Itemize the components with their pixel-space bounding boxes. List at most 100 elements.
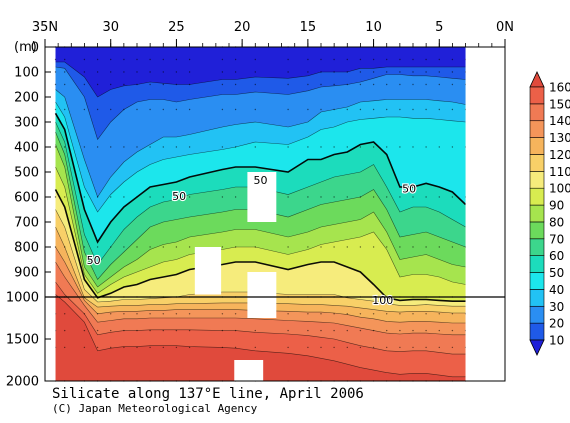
sample-point bbox=[234, 246, 237, 248]
sample-point bbox=[123, 329, 125, 332]
sample-point bbox=[307, 58, 309, 61]
sample-point bbox=[83, 246, 86, 248]
sample-point bbox=[386, 71, 388, 73]
sample-point bbox=[136, 146, 138, 148]
sample-point bbox=[54, 83, 57, 86]
sample-point bbox=[162, 146, 164, 148]
sample-point bbox=[425, 83, 427, 86]
sample-point bbox=[333, 146, 335, 148]
y-tick-label: 500 bbox=[14, 166, 39, 181]
colorbar-top-arrow bbox=[529, 71, 545, 88]
y-tick-label: 300 bbox=[14, 116, 39, 131]
sample-point bbox=[149, 108, 151, 111]
sample-point bbox=[425, 146, 427, 148]
x-tick-label: 20 bbox=[234, 20, 251, 35]
sample-point bbox=[123, 58, 125, 61]
sample-point bbox=[307, 329, 309, 332]
sample-point bbox=[359, 313, 362, 315]
colorbar-tick-label: 70 bbox=[549, 232, 564, 246]
sample-point bbox=[188, 108, 191, 111]
sample-point bbox=[451, 58, 454, 61]
sample-point bbox=[149, 196, 151, 198]
sample-point bbox=[221, 329, 224, 332]
sample-point bbox=[254, 58, 256, 61]
sample-point bbox=[123, 313, 125, 315]
no-data-region bbox=[465, 47, 505, 381]
plot-frame bbox=[44, 46, 506, 382]
sample-point bbox=[149, 83, 151, 86]
sample-point bbox=[136, 83, 138, 86]
sample-point bbox=[149, 346, 151, 349]
missing-data-box bbox=[194, 247, 222, 295]
colorbar-tick-label: 10 bbox=[549, 334, 564, 348]
colorbar-tick-label: 140 bbox=[549, 114, 570, 128]
sample-point bbox=[162, 196, 164, 198]
sample-point bbox=[451, 329, 454, 332]
colorbar-segment bbox=[529, 120, 545, 138]
sample-point bbox=[175, 58, 178, 61]
sample-point bbox=[63, 83, 66, 86]
sample-point bbox=[425, 71, 427, 73]
sample-point bbox=[136, 313, 138, 315]
sample-point bbox=[399, 83, 401, 86]
sample-point bbox=[451, 83, 454, 86]
sample-point bbox=[307, 83, 309, 86]
sample-point bbox=[123, 246, 125, 248]
sample-point bbox=[234, 146, 237, 148]
colorbar-tick-label: 90 bbox=[549, 199, 564, 213]
sample-point bbox=[110, 329, 112, 332]
sample-point bbox=[110, 246, 112, 248]
sample-point bbox=[188, 346, 191, 349]
sample-point bbox=[162, 58, 164, 61]
sample-point bbox=[399, 246, 401, 248]
colorbar-segment bbox=[529, 322, 545, 341]
sample-point bbox=[149, 329, 151, 332]
sample-point bbox=[399, 329, 401, 332]
sample-point bbox=[162, 71, 164, 73]
sample-point bbox=[333, 313, 335, 315]
sample-point bbox=[386, 58, 388, 61]
sample-point bbox=[110, 83, 112, 86]
colorbar-tick-label: 110 bbox=[549, 165, 570, 179]
sample-point bbox=[372, 108, 375, 111]
sample-point bbox=[83, 346, 86, 349]
sample-point bbox=[346, 71, 348, 73]
sample-point bbox=[399, 196, 401, 198]
sample-point bbox=[188, 58, 191, 61]
sample-point bbox=[438, 346, 440, 349]
chart-title: Silicate along 137°E line, April 2006 bbox=[52, 386, 364, 402]
sample-point bbox=[254, 329, 256, 332]
sample-point bbox=[333, 246, 335, 248]
sample-point bbox=[175, 108, 178, 111]
y-tick-label: 1000 bbox=[6, 291, 39, 306]
colorbar-segment bbox=[529, 171, 545, 189]
sample-point bbox=[333, 329, 335, 332]
sample-point bbox=[386, 83, 388, 86]
sample-point bbox=[136, 246, 138, 248]
sample-point bbox=[359, 83, 362, 86]
sample-point bbox=[136, 329, 138, 332]
colorbar-segment bbox=[529, 238, 545, 256]
sample-point bbox=[438, 108, 440, 111]
sample-point bbox=[372, 329, 375, 332]
x-tick-label: 35N bbox=[32, 20, 58, 35]
sample-point bbox=[438, 246, 440, 248]
sample-point bbox=[83, 146, 86, 148]
credit-text: (C) Japan Meteorological Agency bbox=[52, 402, 258, 415]
sample-point bbox=[162, 108, 164, 111]
sample-point bbox=[438, 71, 440, 73]
isoline-80 bbox=[55, 144, 466, 288]
sample-point bbox=[333, 71, 335, 73]
sample-point bbox=[96, 313, 99, 315]
sample-point bbox=[96, 196, 99, 198]
sample-point bbox=[254, 246, 256, 248]
sample-point bbox=[451, 196, 454, 198]
sample-point bbox=[63, 58, 66, 61]
isoline-10 bbox=[55, 61, 466, 98]
sample-point bbox=[307, 246, 309, 248]
sample-point bbox=[149, 313, 151, 315]
colorbar-segment bbox=[529, 289, 545, 307]
sample-point bbox=[149, 71, 151, 73]
sample-point bbox=[63, 346, 66, 349]
sample-point bbox=[123, 108, 125, 111]
